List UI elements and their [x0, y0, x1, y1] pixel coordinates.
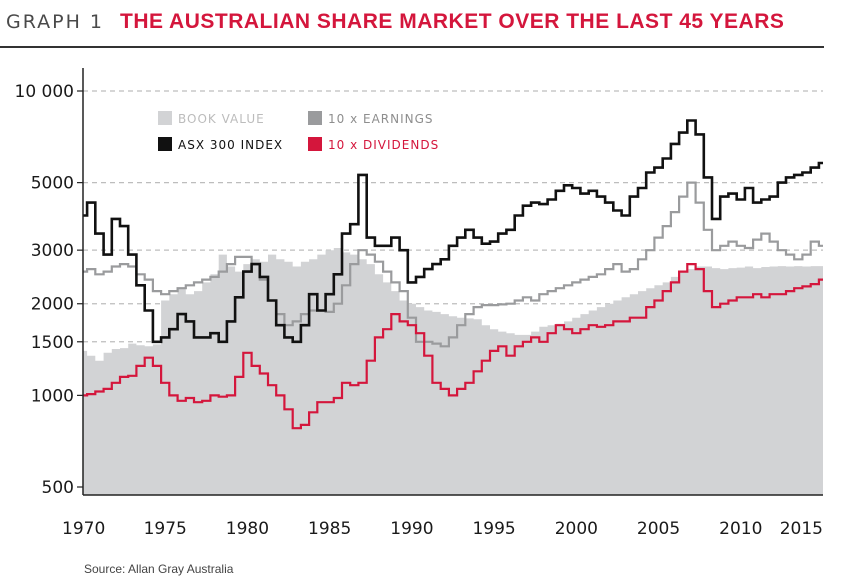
source-note: Source: Allan Gray Australia — [84, 562, 234, 576]
legend-swatch-book-value — [158, 111, 172, 125]
y-tick-label: 1000 — [31, 386, 74, 406]
legend-swatch-dividends — [308, 137, 322, 151]
title-rule — [0, 46, 824, 48]
y-tick-label: 2000 — [31, 295, 74, 315]
y-tick-label: 10 000 — [15, 82, 74, 102]
x-tick-label: 2015 — [780, 519, 823, 539]
legend-swatch-earnings — [308, 111, 322, 125]
x-tick-label: 1970 — [62, 519, 105, 539]
chart-title: THE AUSTRALIAN SHARE MARKET OVER THE LAS… — [120, 10, 785, 33]
y-tick-label: 1500 — [31, 333, 74, 353]
legend-swatch-asx300 — [158, 137, 172, 151]
x-tick-label: 1975 — [144, 519, 187, 539]
axes: 10 000 5000 3000 2000 1500 1000 500 1970 1975 198… — [15, 68, 823, 539]
x-tick-label: 2005 — [637, 519, 680, 539]
x-tick-label: 1980 — [226, 519, 269, 539]
x-tick-label: 1990 — [390, 519, 433, 539]
chart-header: GRAPH 1 THE AUSTRALIAN SHARE MARKET OVER… — [0, 0, 850, 50]
legend: BOOK VALUE 10 x EARNINGS ASX 300 INDEX 10 x… — [158, 111, 439, 152]
x-tick-label: 1995 — [472, 519, 515, 539]
legend-label-earnings: 10 x EARNINGS — [328, 112, 434, 126]
series-layer — [83, 119, 823, 495]
x-tick-label: 1985 — [308, 519, 351, 539]
graph-label: GRAPH 1 — [6, 11, 105, 33]
series-asx300-line — [83, 119, 823, 344]
series-book-value-area — [83, 248, 823, 495]
legend-label-dividends: 10 x DIVIDENDS — [328, 138, 439, 152]
series-earnings-line — [83, 181, 823, 348]
y-tick-label: 5000 — [31, 174, 74, 194]
y-tick-label: 3000 — [31, 241, 74, 261]
x-tick-label: 2010 — [719, 519, 762, 539]
x-tick-label: 2000 — [555, 519, 598, 539]
legend-label-book-value: BOOK VALUE — [178, 112, 265, 126]
y-tick-label: 500 — [42, 478, 74, 498]
legend-label-asx300: ASX 300 INDEX — [178, 138, 283, 152]
series-dividends-line — [83, 263, 823, 430]
